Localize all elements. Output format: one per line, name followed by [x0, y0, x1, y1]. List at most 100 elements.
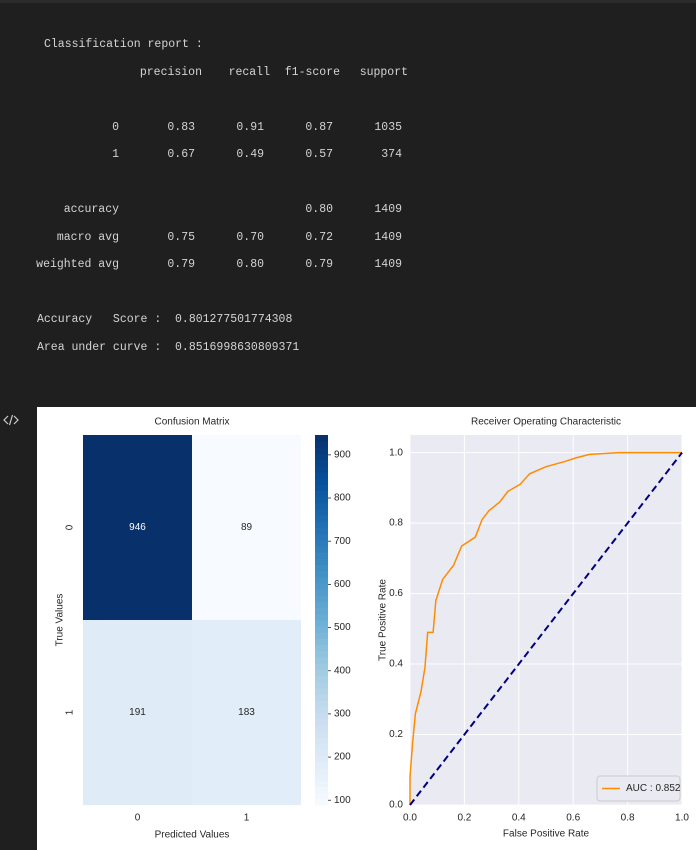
colorbar-segment: [315, 687, 328, 695]
colorbar-segment: [315, 453, 328, 461]
colorbar-segment: [315, 447, 328, 454]
colorbar-segment: [315, 539, 328, 547]
row-label: weighted avg: [36, 258, 119, 271]
colorbar-segment: [315, 515, 328, 522]
report-title: Classification report :: [44, 38, 203, 51]
row-value: 0.67: [167, 148, 195, 161]
colorbar-segment: [315, 502, 328, 510]
colorbar-tick-label: 400: [334, 665, 351, 676]
x-axis-label: Predicted Values: [155, 830, 230, 841]
x-tick-label: 0.0: [403, 813, 417, 824]
series-line: [409, 451, 682, 805]
y-tick-label: 1.0: [389, 447, 403, 458]
report-header: f1-score: [285, 66, 340, 79]
colorbar-segment: [315, 675, 328, 683]
colorbar-segment: [315, 798, 328, 806]
colorbar-segment: [315, 638, 328, 646]
colorbar-segment: [315, 755, 328, 763]
colorbar-segment: [315, 620, 328, 627]
colorbar-segment: [315, 657, 328, 664]
colorbar-segment: [315, 650, 328, 658]
row-value: 0.83: [167, 121, 195, 134]
cell-label: 89: [241, 522, 253, 533]
colorbar-segment: [315, 792, 328, 800]
colorbar-segment: [315, 607, 328, 615]
colorbar-segment: [315, 613, 328, 621]
y-tick-label: 0.8: [389, 518, 403, 529]
legend-box: [596, 775, 681, 802]
row-value: 0.72: [305, 231, 333, 244]
colorbar-segment: [315, 490, 328, 498]
colorbar-tick-label: 500: [334, 622, 351, 633]
y-tick-label: 0.4: [389, 659, 403, 670]
cell-label: 191: [129, 707, 146, 718]
code-icon: [3, 414, 19, 426]
colorbar-segment: [315, 681, 328, 689]
colorbar-tick-label: 900: [334, 450, 351, 461]
row-label: 0: [112, 121, 119, 134]
colorbar-segment: [315, 576, 328, 584]
row-value: 1409: [374, 258, 402, 271]
colorbar-segment: [315, 564, 328, 572]
colorbar-tick-label: 800: [334, 493, 351, 504]
colorbar-segment: [315, 521, 328, 528]
colorbar-segment: [315, 533, 328, 541]
colorbar-segment: [315, 589, 328, 596]
x-tick-label: 0.4: [512, 813, 526, 824]
colorbar-segment: [315, 465, 328, 473]
colorbar-segment: [315, 570, 328, 578]
colorbar-segment: [315, 601, 328, 609]
colorbar-segment: [315, 509, 328, 516]
colorbar-segment: [315, 496, 328, 504]
colorbar-tick-label: 200: [334, 752, 351, 763]
heatmap-cell: [83, 620, 192, 805]
cell-label: 946: [129, 522, 146, 533]
y-tick-label: 0.6: [389, 588, 403, 599]
heatmap-cell: [192, 620, 301, 805]
colorbar-segment: [315, 459, 328, 467]
row-value: 0.79: [305, 258, 333, 271]
colorbar-segment: [315, 472, 328, 479]
colorbar-segment: [315, 749, 328, 757]
x-axis-label: False Positive Rate: [503, 829, 590, 840]
row-value: 0.91: [236, 121, 264, 134]
y-tick-label: 0.2: [389, 729, 403, 740]
colorbar-segment: [315, 546, 328, 553]
colorbar-segment: [315, 527, 328, 535]
cell-label: 183: [238, 707, 255, 718]
summary-line: Accuracy Score : 0.801277501774308: [37, 313, 292, 326]
x-tick-label: 0.6: [566, 813, 580, 824]
series-line: [409, 452, 683, 806]
x-tick-label: 1: [244, 813, 250, 824]
report-header: support: [360, 66, 408, 79]
colorbar-segment: [315, 644, 328, 652]
y-tick-label: 0: [65, 524, 76, 530]
row-value: 0.87: [305, 121, 333, 134]
top-bar: [0, 0, 696, 3]
row-label: macro avg: [57, 231, 119, 244]
x-tick-label: 0.8: [621, 813, 635, 824]
colorbar-segment: [315, 626, 328, 633]
colorbar-segment: [315, 761, 328, 769]
row-value: 0.49: [236, 148, 264, 161]
y-axis-label: True Values: [55, 594, 66, 647]
legend-label: AUC : 0.852: [626, 783, 681, 794]
colorbar-segment: [315, 724, 328, 732]
colorbar-segment: [315, 441, 328, 448]
colorbar-segment: [315, 435, 328, 442]
plot-area: [410, 435, 682, 805]
colorbar-segment: [315, 663, 328, 670]
colorbar-segment: [315, 731, 328, 738]
heatmap-cell: [83, 435, 192, 620]
colorbar-segment: [315, 484, 328, 491]
y-axis-label: True Positive Rate: [378, 579, 389, 661]
chart-title: Confusion Matrix: [154, 417, 229, 428]
row-value: 0.80: [305, 203, 333, 216]
row-value: 0.79: [167, 258, 195, 271]
colorbar-segment: [315, 737, 328, 744]
colorbar-tick-label: 100: [334, 795, 351, 806]
report-header: precision: [140, 66, 202, 79]
x-tick-label: 0.2: [457, 813, 471, 824]
heatmap-cell: [192, 435, 301, 620]
